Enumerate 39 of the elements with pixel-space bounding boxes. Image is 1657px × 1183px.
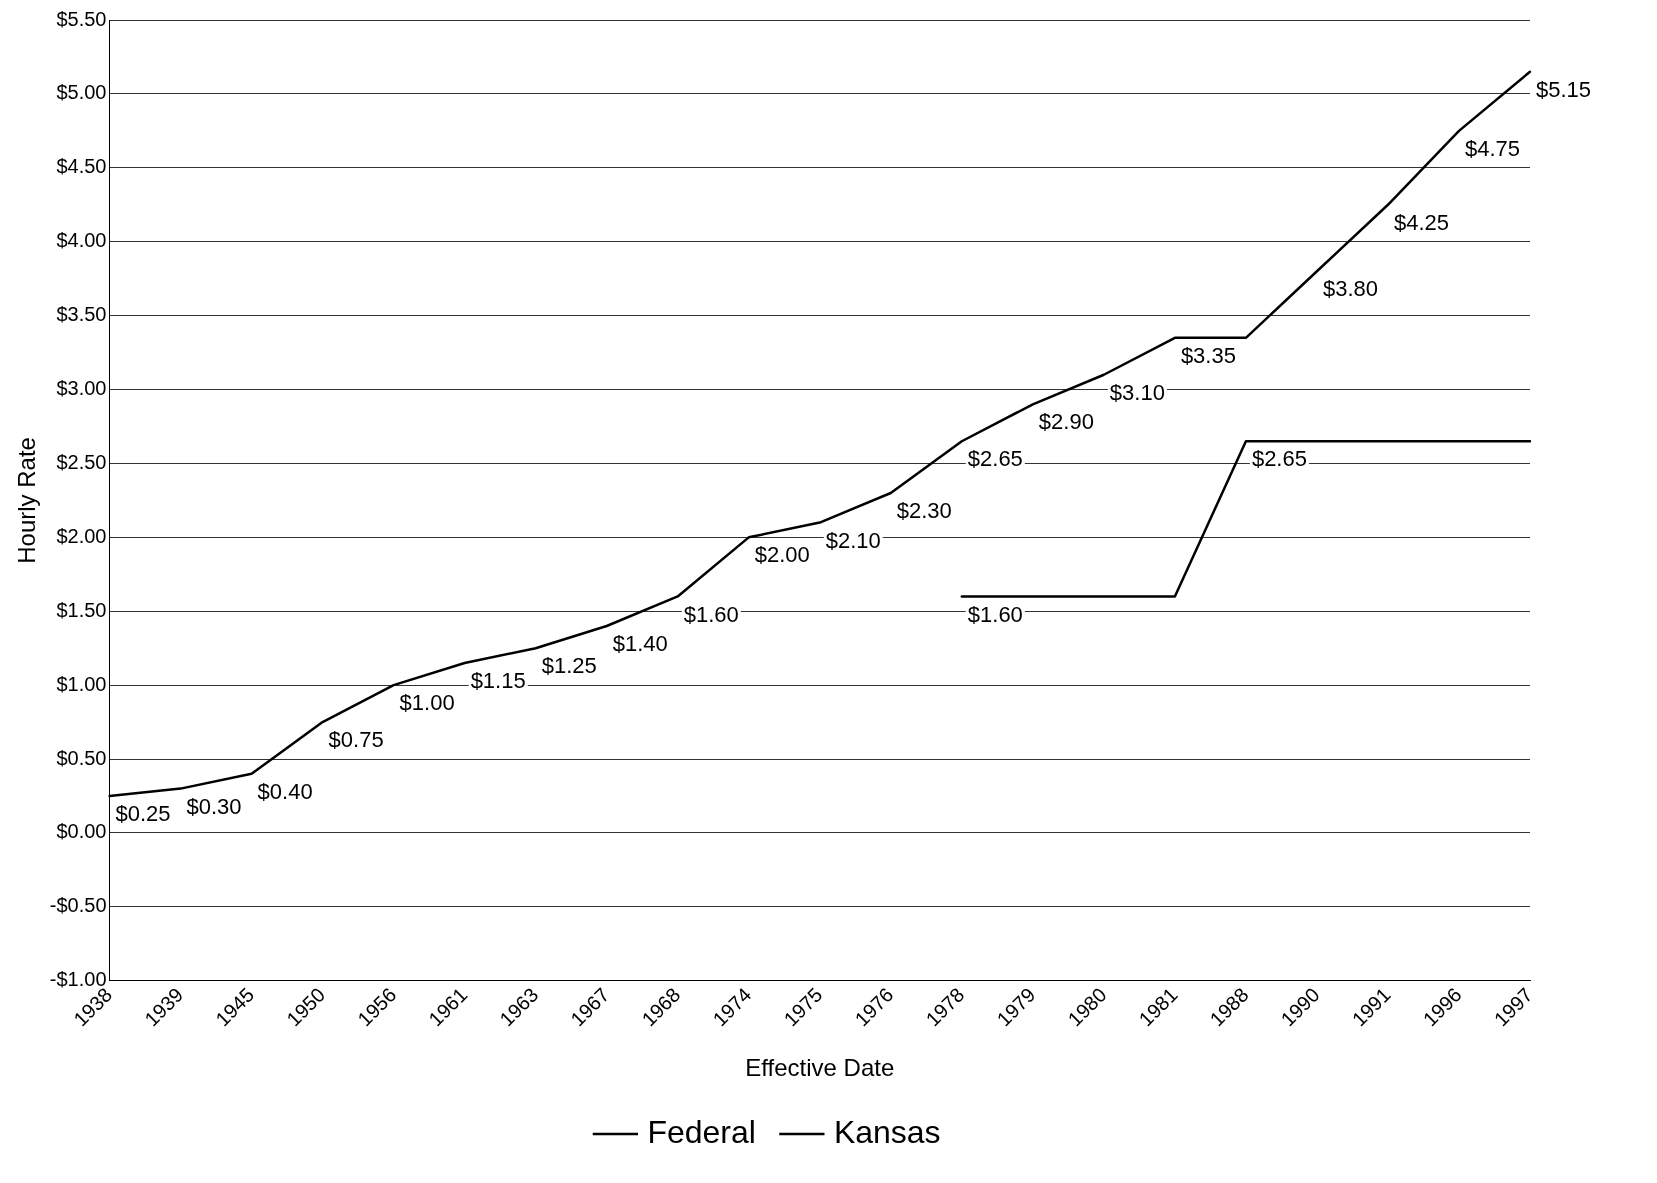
data-label: $3.10 [1109, 379, 1165, 405]
data-label: $3.80 [1322, 276, 1378, 302]
data-label: $3.35 [1180, 342, 1236, 368]
y-tick-label: $2.00 [56, 524, 107, 547]
y-tick-label: $1.50 [56, 598, 107, 621]
data-label: $0.40 [257, 778, 313, 804]
y-tick-label: $2.50 [56, 450, 107, 473]
data-label: $1.60 [967, 601, 1023, 627]
y-tick-label: $0.00 [56, 820, 107, 843]
data-label: $1.15 [470, 668, 526, 694]
data-label: $4.75 [1464, 135, 1521, 161]
data-label: $4.25 [1393, 209, 1450, 235]
data-label: $1.00 [399, 690, 455, 716]
data-label: $0.30 [186, 793, 242, 819]
y-tick-label: $4.50 [56, 155, 107, 178]
y-axis-title: Hourly Rate [13, 437, 41, 564]
data-label: $2.00 [754, 542, 810, 568]
legend-label: Federal [647, 1113, 756, 1150]
data-label: $2.90 [1038, 409, 1094, 435]
data-label: $0.75 [328, 727, 384, 753]
y-tick-label: $1.00 [56, 672, 107, 695]
y-tick-label: $5.00 [56, 81, 107, 104]
y-tick-label: $5.50 [56, 7, 107, 30]
data-label: $1.40 [612, 631, 668, 657]
y-tick-label: $4.00 [56, 229, 107, 252]
data-label: $2.10 [825, 527, 881, 553]
data-label: $2.65 [967, 446, 1023, 472]
data-label: $5.15 [1536, 76, 1592, 102]
y-tick-label: $3.50 [56, 303, 107, 326]
data-label: $0.25 [115, 801, 171, 827]
data-label: $1.25 [541, 653, 597, 679]
x-axis-title: Effective Date [745, 1054, 895, 1082]
data-label: $2.65 [1251, 446, 1307, 472]
data-label: $2.30 [896, 498, 952, 524]
y-tick-label: $0.50 [56, 746, 107, 769]
y-tick-label: -$0.50 [49, 894, 107, 917]
y-tick-label: $3.00 [56, 377, 107, 400]
data-label: $1.60 [683, 601, 739, 627]
legend-label: Kansas [833, 1113, 941, 1150]
